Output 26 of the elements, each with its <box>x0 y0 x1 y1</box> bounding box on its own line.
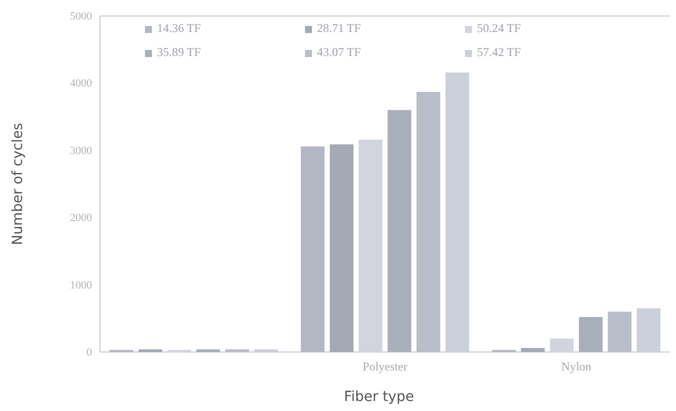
bar <box>330 144 354 352</box>
bar <box>388 110 412 352</box>
legend-label: 50.24 TF <box>477 21 522 35</box>
legend-label: 35.89 TF <box>157 45 202 59</box>
legend-label: 28.71 TF <box>317 21 362 35</box>
bar <box>300 146 325 352</box>
x-tick-label: Nylon <box>561 360 592 374</box>
legend-label: 14.36 TF <box>157 21 202 35</box>
y-tick-label: 5000 <box>70 10 92 23</box>
y-tick-label: 0 <box>86 346 92 359</box>
bar <box>416 92 440 352</box>
x-axis-title: Fiber type <box>344 389 414 405</box>
bar <box>138 349 162 352</box>
bar <box>608 312 632 352</box>
bar <box>196 349 220 352</box>
y-axis-title: Number of cycles <box>10 122 26 246</box>
y-tick-label: 3000 <box>70 144 92 157</box>
bar <box>225 349 249 352</box>
y-tick-label: 1000 <box>70 279 92 292</box>
bar <box>521 348 545 352</box>
y-tick-label: 2000 <box>70 212 92 224</box>
legend-label: 43.07 TF <box>317 45 362 59</box>
x-tick-label: Polyester <box>362 360 408 374</box>
y-tick-label: 4000 <box>70 78 92 90</box>
bar <box>578 317 603 352</box>
legend-label: 57.42 TF <box>477 45 522 59</box>
